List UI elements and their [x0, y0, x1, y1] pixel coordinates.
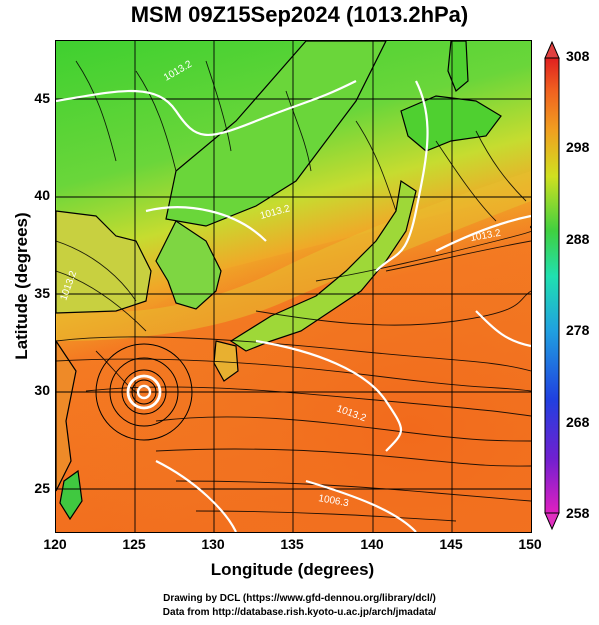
colorbar — [544, 40, 560, 531]
map-canvas: 1013.2 1013.2 1013.2 1013.2 1006.3 1013.… — [56, 41, 531, 532]
credit-drawing: Drawing by DCL (https://www.gfd-dennou.o… — [163, 593, 436, 604]
streamlines — [56, 60, 531, 522]
russia-coast — [165, 41, 387, 227]
y-tick-label: 35 — [34, 285, 50, 301]
colorbar-gradient — [544, 57, 560, 514]
warm-sea-region — [56, 191, 531, 532]
y-tick-label: 45 — [34, 90, 50, 106]
y-axis-label: Latitude (degrees) — [12, 212, 31, 360]
x-tick-label: 125 — [122, 536, 146, 552]
x-tick-label: 120 — [43, 536, 67, 552]
colorbar-tick: 278 — [566, 322, 590, 338]
yellow-band — [56, 171, 531, 341]
map-title: MSM 09Z15Sep2024 (1013.2hPa) — [130, 2, 469, 27]
colorbar-tick: 258 — [566, 505, 590, 521]
lat-lon-grid — [56, 41, 531, 532]
isobar-contours — [56, 80, 531, 532]
sakhalin — [447, 41, 469, 92]
credits: Drawing by DCL (https://www.gfd-dennou.o… — [0, 592, 599, 620]
colorbar-tick: 298 — [566, 139, 590, 155]
china-coast — [56, 210, 152, 314]
x-tick-label: 150 — [518, 536, 542, 552]
honshu — [229, 179, 417, 352]
colorbar-svg — [544, 40, 560, 531]
colorbar-tick: 268 — [566, 414, 590, 430]
x-tick-label: 140 — [360, 536, 384, 552]
china-south-coast — [56, 339, 77, 492]
colorbar-tick: 288 — [566, 231, 590, 247]
credit-data: Data from http://database.rish.kyoto-u.a… — [162, 607, 437, 618]
taiwan — [59, 469, 83, 521]
colorbar-tick: 308 — [566, 48, 590, 64]
map-plot-area: 1013.2 1013.2 1013.2 1013.2 1006.3 1013.… — [55, 40, 532, 533]
x-axis-label: Longitude (degrees) — [210, 560, 375, 579]
x-tick-label: 130 — [201, 536, 225, 552]
y-tick-label: 30 — [34, 382, 50, 398]
contour-label: 1013.2 — [470, 228, 502, 244]
y-tick-label: 25 — [34, 480, 50, 496]
x-tick-label: 145 — [439, 536, 463, 552]
typhoon-vortex — [95, 343, 193, 441]
y-tick-label: 40 — [34, 187, 50, 203]
colorbar-bottom-arrow — [544, 512, 560, 531]
korean-peninsula — [155, 220, 222, 310]
contour-label: 1006.3 — [317, 493, 349, 509]
colorbar-top-arrow — [544, 40, 560, 59]
x-tick-label: 135 — [280, 536, 304, 552]
